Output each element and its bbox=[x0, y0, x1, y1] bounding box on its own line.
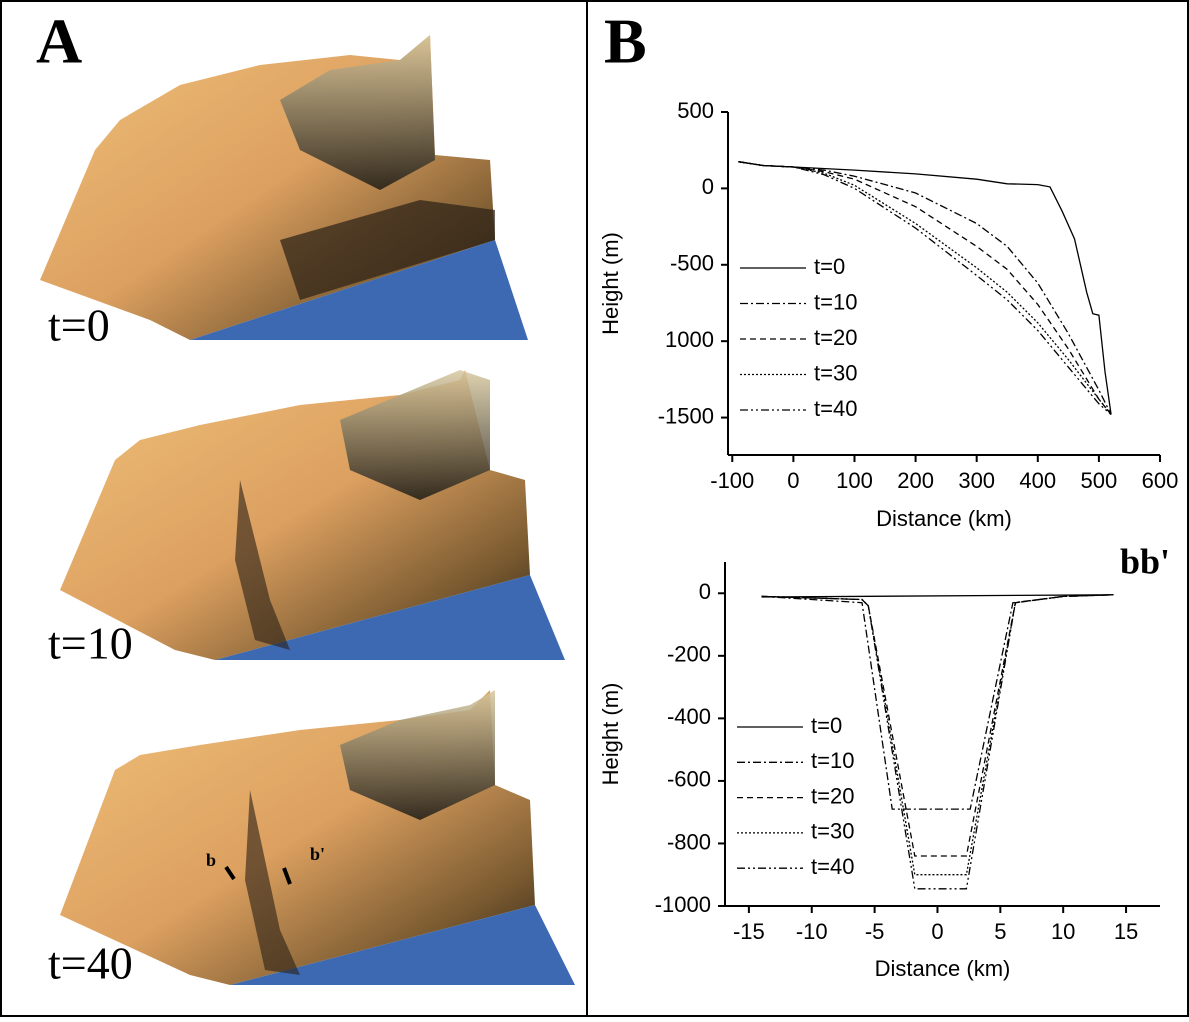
x-tick-label: 15 bbox=[1114, 919, 1138, 944]
y-tick-label: 1000 bbox=[665, 327, 714, 352]
y-axis-label: Height (m) bbox=[598, 683, 623, 786]
legend-label: t=20 bbox=[811, 783, 854, 808]
series-line bbox=[738, 161, 1112, 415]
series-line bbox=[738, 161, 1112, 415]
y-tick-label: -800 bbox=[667, 829, 711, 854]
series-line bbox=[761, 594, 1114, 876]
x-tick-label: -5 bbox=[865, 919, 885, 944]
legend-label: t=10 bbox=[814, 289, 857, 314]
x-tick-label: 10 bbox=[1051, 919, 1075, 944]
legend-label: t=0 bbox=[811, 713, 842, 738]
section-label: b bbox=[206, 850, 216, 870]
legend-label: t=10 bbox=[811, 748, 854, 773]
series-line bbox=[761, 594, 1114, 810]
chart-title: bb' bbox=[1120, 541, 1170, 581]
y-tick-label: 0 bbox=[699, 579, 711, 604]
legend-label: t=40 bbox=[814, 396, 857, 421]
series-line bbox=[738, 161, 1112, 415]
y-tick-label: -1500 bbox=[658, 403, 714, 428]
legend-label: t=30 bbox=[811, 819, 854, 844]
x-tick-label: 0 bbox=[787, 468, 799, 493]
panel-label: A bbox=[36, 6, 82, 77]
x-tick-label: 400 bbox=[1019, 468, 1056, 493]
x-tick-label: -10 bbox=[796, 919, 828, 944]
x-tick-label: 300 bbox=[958, 468, 995, 493]
y-tick-label: -600 bbox=[667, 767, 711, 792]
x-axis-label: Distance (km) bbox=[876, 506, 1012, 531]
x-tick-label: -100 bbox=[710, 468, 754, 493]
terrain-40 bbox=[60, 690, 575, 985]
frame-label: t=10 bbox=[48, 618, 133, 669]
legend-label: t=20 bbox=[814, 325, 857, 350]
frame-label: t=40 bbox=[48, 938, 133, 989]
y-tick-label: -400 bbox=[667, 704, 711, 729]
y-tick-label: 500 bbox=[677, 98, 714, 123]
terrain-10 bbox=[60, 370, 565, 660]
x-tick-label: 100 bbox=[836, 468, 873, 493]
terrain-0 bbox=[40, 35, 528, 340]
x-axis-label: Distance (km) bbox=[875, 956, 1011, 981]
x-tick-label: 600 bbox=[1142, 468, 1179, 493]
series-line bbox=[761, 594, 1114, 890]
series-line bbox=[738, 161, 1112, 415]
y-tick-label: 0 bbox=[702, 174, 714, 199]
x-tick-label: -15 bbox=[733, 919, 765, 944]
legend-label: t=30 bbox=[814, 360, 857, 385]
frame-label: t=0 bbox=[48, 300, 110, 351]
legend-label: t=40 bbox=[811, 854, 854, 879]
y-tick-label: -500 bbox=[670, 251, 714, 276]
legend-label: t=0 bbox=[814, 254, 845, 279]
series-line bbox=[738, 161, 1112, 415]
x-tick-label: 500 bbox=[1081, 468, 1118, 493]
x-tick-label: 0 bbox=[931, 919, 943, 944]
y-tick-label: -200 bbox=[667, 642, 711, 667]
panel-label: B bbox=[604, 6, 647, 77]
x-tick-label: 5 bbox=[994, 919, 1006, 944]
x-tick-label: 200 bbox=[897, 468, 934, 493]
y-tick-label: -1000 bbox=[655, 892, 711, 917]
y-axis-label: Height (m) bbox=[598, 232, 623, 335]
section-label: b' bbox=[310, 844, 325, 864]
series-line bbox=[761, 594, 1114, 598]
